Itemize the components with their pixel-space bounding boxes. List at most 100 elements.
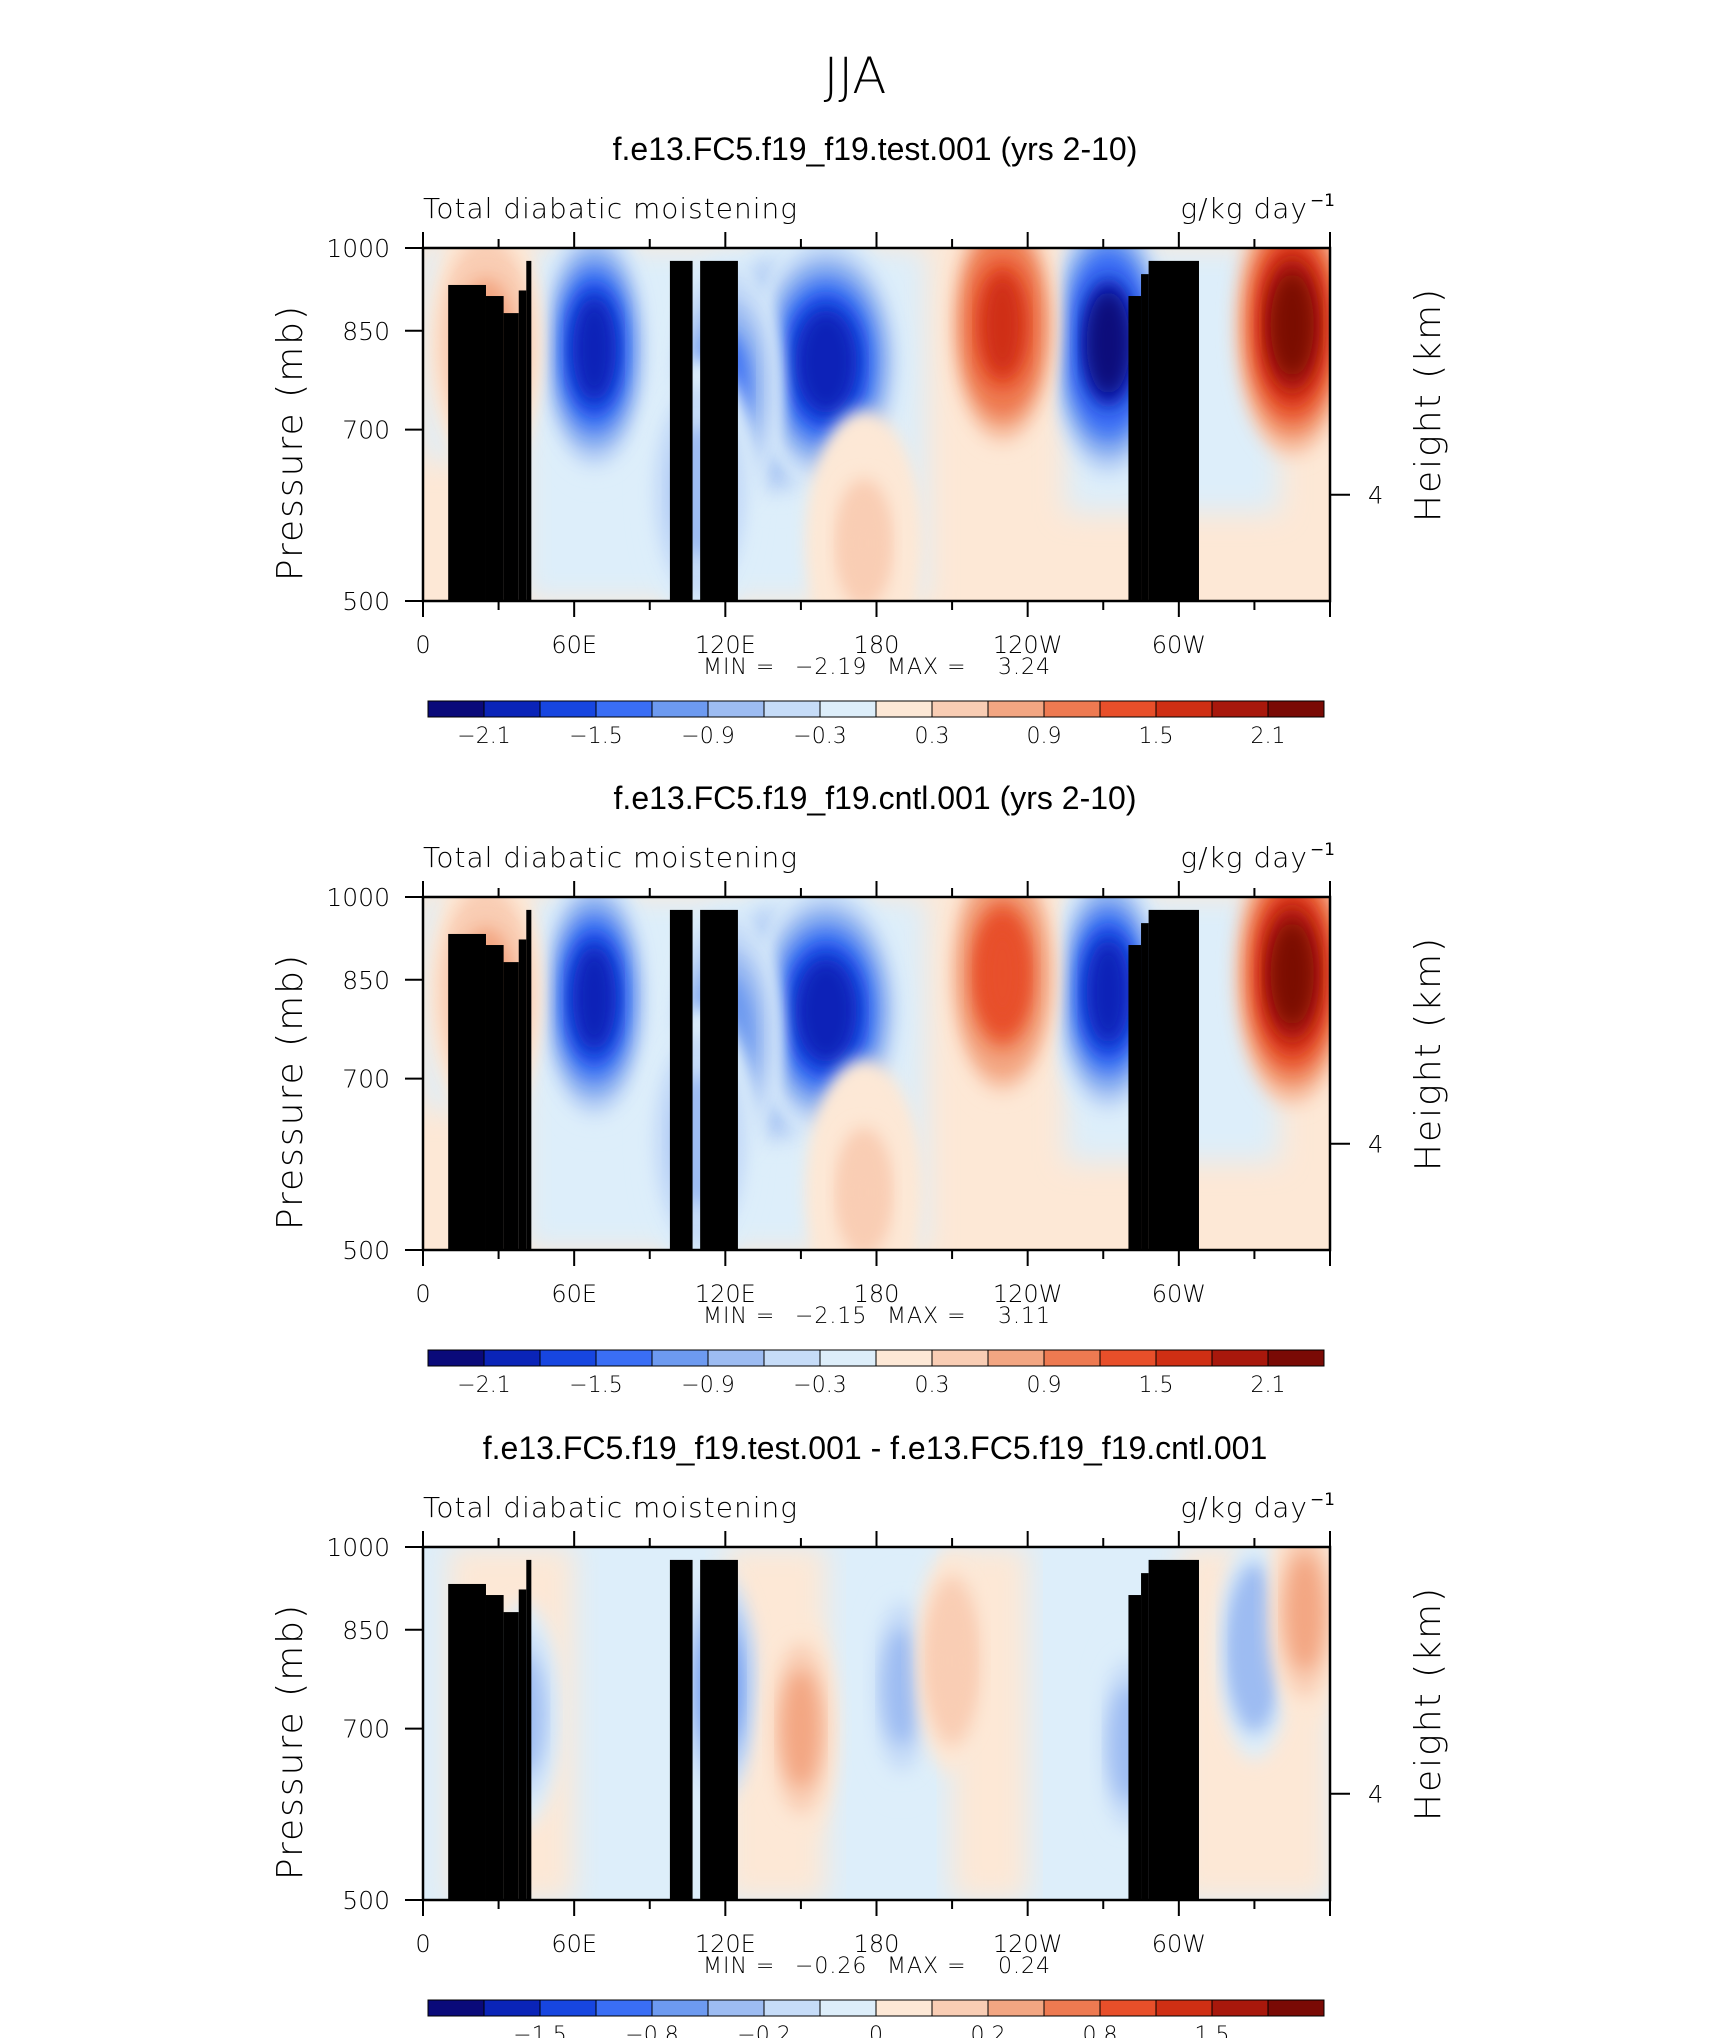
colorbar-swatch (987, 700, 1045, 718)
colorbar-tick-label: 2.1 (1251, 724, 1286, 749)
colorbar-swatch (1155, 1349, 1213, 1367)
colorbar-swatch (875, 1999, 933, 2017)
max-value: 0.24 (998, 1954, 1051, 1979)
topography-bar (518, 1589, 527, 1900)
topography-bar (518, 290, 527, 601)
panel-3: f.e13.FC5.f19_f19.test.001 - f.e13.FC5.f… (270, 1430, 1449, 2038)
field-feature-5 (781, 1669, 820, 1788)
topography-bar (448, 284, 486, 601)
x-tick-label: 60W (1152, 1930, 1206, 1958)
y-axis-right-title: Height (km) (1408, 1586, 1449, 1821)
y-tick-label: 700 (342, 1715, 390, 1744)
colorbar-swatch (539, 1349, 597, 1367)
x-tick-label: 180 (854, 631, 900, 659)
y-right-tick-label: 4 (1368, 1781, 1383, 1809)
colorbar-tick-label: 0.9 (1027, 1373, 1062, 1398)
colorbar-swatch (1211, 1349, 1269, 1367)
colorbar-tick-label: −0.9 (681, 1373, 734, 1398)
topography-bar (700, 909, 738, 1250)
x-tick-label: 120W (993, 1280, 1063, 1308)
min-label: MIN = (703, 1954, 775, 1979)
topography-bar (518, 939, 527, 1250)
topography-bar (1128, 1595, 1142, 1900)
colorbar-tick-label: 0.3 (915, 1373, 950, 1398)
colorbar-swatch (931, 700, 989, 718)
colorbar-tick-label: 1.5 (1139, 1373, 1174, 1398)
x-tick-label: 0 (415, 1930, 430, 1958)
topography-bar (1141, 274, 1149, 601)
y-tick-label: 1000 (326, 234, 390, 263)
heatmap-field (423, 897, 1330, 1250)
colorbar-swatch (819, 1999, 877, 2017)
colorbar-tick-label: −1.5 (569, 1373, 622, 1398)
units-exponent: −1 (1310, 840, 1335, 860)
colorbar-swatch (819, 1349, 877, 1367)
figure-title: JJA (824, 47, 887, 105)
colorbar-swatch (651, 1349, 709, 1367)
min-value: −2.15 (795, 1304, 867, 1329)
max-value: 3.11 (998, 1304, 1051, 1329)
colorbar-tick-label: −0.3 (793, 724, 846, 749)
colorbar-swatch (651, 700, 709, 718)
field-feature-6 (1086, 940, 1131, 1044)
field-feature-10 (842, 1140, 886, 1244)
colorbar-tick-label: 2.1 (1251, 1373, 1286, 1398)
topography-bar (669, 1559, 693, 1900)
y-axis-title: Pressure (mb) (270, 1603, 311, 1880)
max-label: MAX = (887, 1954, 967, 1979)
colorbar-swatch (987, 1349, 1045, 1367)
colorbar-swatch (1043, 1349, 1101, 1367)
colorbar-swatch (483, 700, 541, 718)
topography-bar (526, 1559, 532, 1900)
x-tick-label: 180 (854, 1280, 900, 1308)
y-tick-label: 500 (342, 1886, 390, 1915)
colorbar-swatch (595, 1349, 653, 1367)
units-label: g/kg day (1180, 192, 1308, 225)
colorbar-swatch (427, 1349, 485, 1367)
y-axis-right-title: Height (km) (1408, 936, 1449, 1171)
colorbar-tick-label: 1.5 (1195, 2023, 1230, 2038)
colorbar-swatch (875, 700, 933, 718)
colorbar-swatch (1155, 1999, 1213, 2017)
x-tick-label: 120E (695, 1280, 756, 1308)
colorbar-swatch (763, 700, 821, 718)
topography-bar (700, 1559, 738, 1900)
y-tick-label: 700 (342, 1065, 390, 1094)
topography-bar (503, 313, 519, 601)
topography-bar (485, 296, 504, 601)
colorbar-swatch (1211, 1999, 1269, 2017)
colorbar-swatch (819, 700, 877, 718)
colorbar-swatch (483, 1349, 541, 1367)
colorbar-tick-label: 0.8 (1083, 2023, 1118, 2038)
y-tick-label: 500 (342, 1236, 390, 1265)
colorbar-swatch (1267, 1999, 1325, 2017)
topography-bar (485, 945, 504, 1250)
colorbar: −2.1 −1.5 −0.9 −0.3 0.3 0.9 1.5 2.1 (427, 1349, 1325, 1398)
x-tick-label: 60E (551, 1280, 597, 1308)
colorbar-tick-label: 0.3 (915, 724, 950, 749)
units-label: g/kg day (1180, 1491, 1308, 1524)
colorbar-tick-label: −1.5 (513, 2023, 566, 2038)
colorbar-tick-label: 0.9 (1027, 724, 1062, 749)
field-feature-6 (1235, 1589, 1274, 1707)
max-value: 3.24 (998, 655, 1051, 680)
field-feature-6 (1086, 291, 1131, 395)
colorbar-tick-label: −2.1 (457, 1373, 510, 1398)
colorbar-swatch (763, 1999, 821, 2017)
colorbar: −2.1 −1.5 −0.9 −0.3 0.3 0.9 1.5 2.1 (427, 700, 1325, 749)
y-tick-label: 500 (342, 587, 390, 616)
colorbar-swatch (539, 700, 597, 718)
y-right-tick-label: 4 (1368, 482, 1383, 510)
min-value: −0.26 (795, 1954, 867, 1979)
field-feature-3 (795, 959, 857, 1063)
colorbar-swatch (875, 1349, 933, 1367)
y-axis-right-title: Height (km) (1408, 287, 1449, 522)
topography-bar (448, 1583, 486, 1900)
colorbar-swatch (427, 700, 485, 718)
topography-bar (669, 909, 693, 1250)
field-feature-7 (980, 922, 1025, 1026)
y-tick-label: 850 (342, 1616, 390, 1645)
topography-bar (526, 260, 532, 601)
min-label: MIN = (703, 655, 775, 680)
